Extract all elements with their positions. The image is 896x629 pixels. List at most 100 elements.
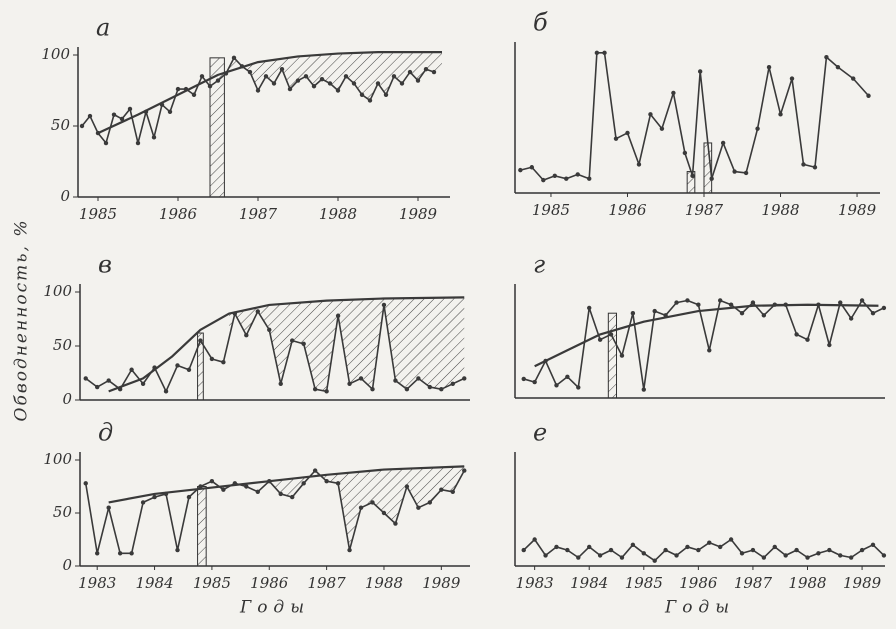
data-point	[152, 494, 157, 500]
data-point	[641, 551, 646, 556]
data-point	[717, 544, 723, 550]
panel-label: е	[533, 419, 547, 447]
data-point	[532, 537, 537, 542]
data-point	[290, 338, 295, 343]
data-point	[717, 298, 723, 303]
data-point	[221, 487, 226, 492]
data-point	[827, 342, 832, 348]
data-point	[619, 353, 625, 358]
x-tick-label: 1988	[365, 574, 403, 592]
data-point	[696, 302, 701, 307]
data-point	[393, 521, 398, 526]
data-line	[85, 304, 465, 393]
data-point	[812, 165, 818, 170]
data-point	[761, 313, 767, 318]
data-point	[358, 376, 364, 381]
data-point	[439, 387, 444, 392]
data-point	[391, 74, 397, 79]
data-point	[79, 123, 85, 129]
data-point	[619, 555, 625, 560]
data-point	[301, 341, 306, 347]
data-point	[191, 92, 197, 97]
data-point	[851, 76, 856, 81]
x-tick-label: 1985	[79, 205, 117, 223]
x-tick-label: 1986	[250, 574, 289, 592]
data-point	[674, 553, 679, 558]
data-point	[335, 88, 341, 93]
data-point	[404, 387, 410, 392]
x-tick-label: 1986	[679, 574, 718, 592]
data-point	[95, 384, 100, 390]
data-point	[263, 74, 269, 79]
hatched-bar	[197, 332, 204, 401]
data-point	[427, 384, 433, 390]
data-point	[167, 109, 173, 115]
data-point	[870, 311, 876, 316]
data-point	[83, 481, 88, 486]
data-point	[244, 484, 249, 489]
data-point	[685, 298, 690, 303]
data-point	[674, 300, 679, 305]
data-point	[659, 126, 665, 131]
data-point	[554, 383, 559, 388]
data-point	[111, 112, 117, 117]
data-point	[859, 547, 865, 553]
data-point	[766, 64, 772, 70]
data-point	[663, 547, 668, 553]
data-point	[127, 106, 133, 112]
data-point	[648, 112, 653, 117]
data-point	[119, 116, 125, 122]
data-point	[608, 547, 614, 553]
data-point	[641, 387, 646, 392]
data-point	[521, 376, 526, 382]
data-point	[370, 500, 375, 505]
data-point	[682, 150, 688, 156]
data-point	[95, 551, 100, 556]
hatched-bar	[209, 57, 225, 198]
data-point	[532, 379, 537, 385]
data-point	[279, 67, 285, 72]
data-point	[720, 140, 726, 146]
data-point	[521, 547, 526, 553]
data-point	[343, 74, 349, 79]
data-point	[630, 542, 636, 547]
data-point	[301, 481, 306, 486]
data-point	[671, 90, 676, 96]
data-point	[739, 311, 745, 316]
data-point	[140, 381, 146, 386]
hatched-area	[226, 52, 442, 101]
panel-label: г	[533, 251, 545, 279]
data-point	[587, 544, 592, 550]
x-tick-label: 1985	[193, 574, 231, 592]
data-point	[827, 547, 832, 553]
data-point	[407, 69, 413, 75]
data-point	[450, 489, 455, 494]
data-point	[87, 113, 93, 119]
data-point	[848, 316, 854, 321]
data-point	[324, 479, 329, 484]
data-point	[778, 112, 783, 117]
data-point	[783, 553, 788, 558]
data-point	[247, 69, 253, 75]
data-point	[761, 555, 767, 560]
x-tick-label: 1985	[625, 574, 663, 592]
data-point	[324, 389, 329, 394]
x-tick-label: 1984	[570, 574, 608, 592]
x-tick-label: 1986	[608, 201, 647, 219]
data-point	[163, 389, 169, 394]
data-point	[129, 367, 134, 372]
y-axis-label: Обводненность, %	[12, 219, 32, 422]
data-point	[255, 88, 261, 93]
y-tick-label: 50	[53, 503, 73, 521]
data-line	[520, 52, 870, 181]
x-tick-label: 1986	[159, 205, 198, 223]
data-point	[393, 378, 398, 383]
data-point	[287, 86, 293, 92]
data-point	[587, 176, 592, 181]
data-point	[743, 170, 749, 176]
data-point	[439, 487, 444, 492]
data-point	[552, 173, 557, 179]
data-point	[652, 558, 657, 563]
data-point	[838, 553, 843, 558]
